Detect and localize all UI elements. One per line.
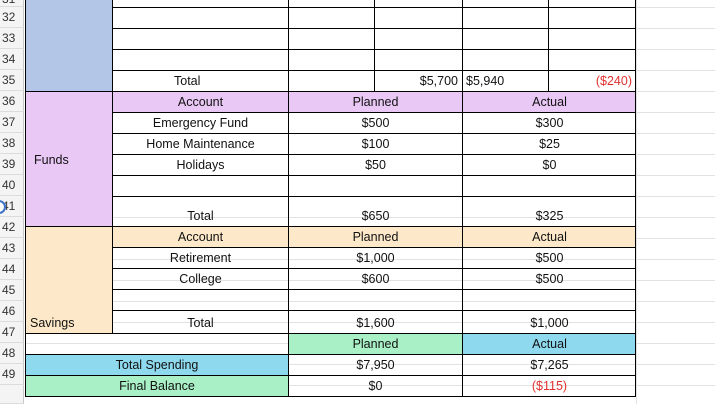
funds-section-label[interactable]: Funds — [34, 153, 69, 167]
funds-row-actual[interactable]: $0 — [542, 158, 557, 172]
row-header[interactable]: 47 — [0, 322, 24, 343]
row-header[interactable]: 32 — [0, 7, 24, 28]
total-spending-actual[interactable]: $7,265 — [530, 358, 569, 372]
funds-row-planned[interactable]: $100 — [361, 137, 390, 151]
summary-actual-header[interactable]: Actual — [532, 337, 567, 351]
funds-row-actual[interactable]: $25 — [539, 137, 560, 151]
funds-row-planned[interactable]: $50 — [365, 158, 386, 172]
expenses-total-actual[interactable]: $5,940 — [466, 74, 505, 88]
savings-header-planned[interactable]: Planned — [352, 230, 399, 244]
funds-total-actual[interactable]: $325 — [535, 209, 564, 223]
row-header[interactable]: 37 — [0, 112, 24, 133]
row-header[interactable]: 49 — [0, 364, 24, 385]
row-header[interactable]: 40 — [0, 175, 24, 196]
savings-row-account[interactable]: Retirement — [169, 251, 232, 265]
funds-section-fill — [25, 91, 112, 226]
final-balance-planned[interactable]: $0 — [368, 379, 383, 393]
actual-header-fill — [462, 333, 636, 354]
savings-total-planned[interactable]: $1,600 — [356, 316, 395, 330]
savings-row-account[interactable]: College — [179, 272, 222, 286]
savings-header-account[interactable]: Account — [177, 230, 224, 244]
summary-planned-header[interactable]: Planned — [352, 337, 399, 351]
funds-row-account[interactable]: Holidays — [176, 158, 225, 172]
row-header[interactable]: 42 — [0, 217, 24, 238]
savings-section-label[interactable]: Savings — [30, 316, 75, 330]
funds-header-fill — [112, 91, 636, 112]
row-header[interactable]: 46 — [0, 301, 24, 322]
funds-total-planned[interactable]: $650 — [361, 209, 390, 223]
row-header[interactable]: 38 — [0, 133, 24, 154]
row-header[interactable]: 48 — [0, 343, 24, 364]
row-header[interactable]: 39 — [0, 154, 24, 175]
planned-header-fill — [288, 333, 462, 354]
total-spending-planned[interactable]: $7,950 — [356, 358, 395, 372]
expenses-total-difference[interactable]: ($240) — [595, 74, 632, 88]
row-header[interactable]: 31 — [0, 0, 24, 7]
savings-row-actual[interactable]: $500 — [535, 272, 564, 286]
savings-row-planned[interactable]: $600 — [361, 272, 390, 286]
savings-header-actual[interactable]: Actual — [532, 230, 567, 244]
total-spending-fill — [25, 354, 288, 375]
funds-header-actual[interactable]: Actual — [532, 95, 567, 109]
funds-row-account[interactable]: Emergency Fund — [152, 116, 249, 130]
row-header[interactable]: 35 — [0, 70, 24, 91]
expenses-total-planned[interactable]: $5,700 — [419, 74, 458, 88]
final-balance-fill — [25, 375, 288, 396]
savings-row-planned[interactable]: $1,000 — [356, 251, 395, 265]
row-header[interactable]: 43 — [0, 238, 24, 259]
funds-total-label[interactable]: Total — [187, 209, 214, 223]
row-header — [0, 385, 24, 404]
funds-row-account[interactable]: Home Maintenance — [146, 137, 255, 151]
total-spending-label[interactable]: Total Spending — [115, 358, 199, 372]
savings-header-fill — [112, 226, 636, 247]
expenses-section-fill — [25, 0, 112, 91]
funds-row-actual[interactable]: $300 — [535, 116, 564, 130]
row-header[interactable]: 36 — [0, 91, 24, 112]
final-balance-actual[interactable]: ($115) — [531, 379, 568, 393]
row-header[interactable]: 44 — [0, 259, 24, 280]
expenses-total-label[interactable]: Total — [174, 74, 201, 88]
savings-row-actual[interactable]: $500 — [535, 251, 564, 265]
row-header[interactable]: 45 — [0, 280, 24, 301]
funds-row-planned[interactable]: $500 — [361, 116, 390, 130]
savings-total-actual[interactable]: $1,000 — [530, 316, 569, 330]
savings-total-label[interactable]: Total — [187, 316, 214, 330]
final-balance-label[interactable]: Final Balance — [119, 379, 195, 393]
funds-header-planned[interactable]: Planned — [352, 95, 399, 109]
row-header[interactable]: 34 — [0, 49, 24, 70]
savings-section-fill — [25, 226, 112, 333]
row-header[interactable]: 33 — [0, 28, 24, 49]
funds-header-account[interactable]: Account — [177, 95, 224, 109]
